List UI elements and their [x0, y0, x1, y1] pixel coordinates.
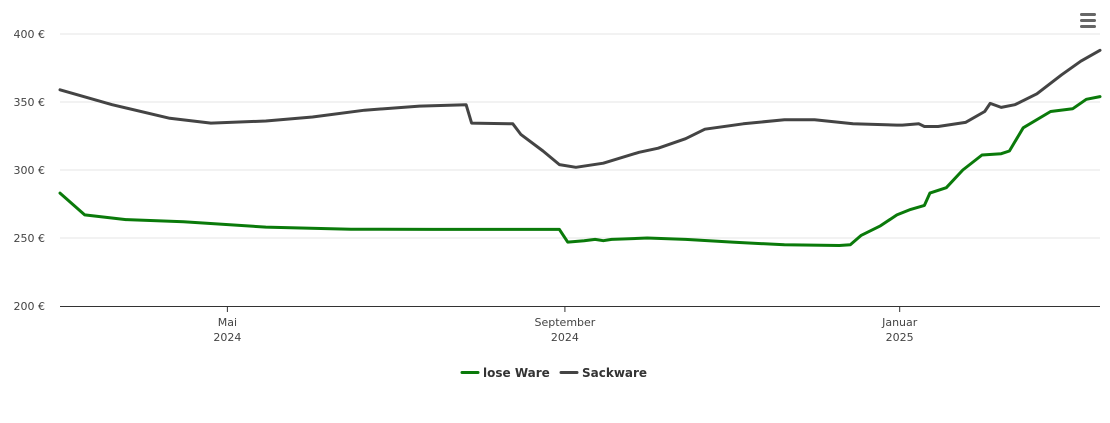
- x-tick-year: 2024: [551, 331, 579, 344]
- x-tick-year: 2025: [886, 331, 914, 344]
- legend-item-sackware[interactable]: Sackware: [559, 366, 647, 380]
- x-tick-month: September: [535, 316, 596, 329]
- legend-label: lose Ware: [483, 366, 550, 380]
- x-tick-year: 2024: [213, 331, 241, 344]
- x-axis-labels: Mai 2024 September 2024 Januar 2025: [213, 306, 918, 344]
- series-lines: [58, 48, 1102, 247]
- y-axis-labels: 200 € 250 € 300 € 350 € 400 €: [14, 28, 46, 313]
- hamburger-menu-icon: [1080, 13, 1096, 16]
- x-tick-month: Mai: [218, 316, 237, 329]
- y-tick-label: 250 €: [14, 232, 46, 245]
- chart-menu-button[interactable]: [1076, 10, 1100, 32]
- y-tick-label: 200 €: [14, 300, 46, 313]
- series-line-sackware[interactable]: [58, 48, 1102, 169]
- legend-item-lose-ware[interactable]: lose Ware: [460, 366, 550, 380]
- y-tick-label: 350 €: [14, 96, 46, 109]
- series-line-lose-ware[interactable]: [58, 95, 1102, 247]
- y-tick-label: 400 €: [14, 28, 46, 41]
- hamburger-menu-icon-bar: [1080, 25, 1096, 28]
- y-gridlines: [60, 33, 1100, 239]
- legend: lose Ware Sackware: [460, 366, 647, 380]
- legend-label: Sackware: [582, 366, 647, 380]
- y-tick-label: 300 €: [14, 164, 46, 177]
- hamburger-menu-icon-bar: [1080, 19, 1096, 22]
- x-tick-month: Januar: [881, 316, 918, 329]
